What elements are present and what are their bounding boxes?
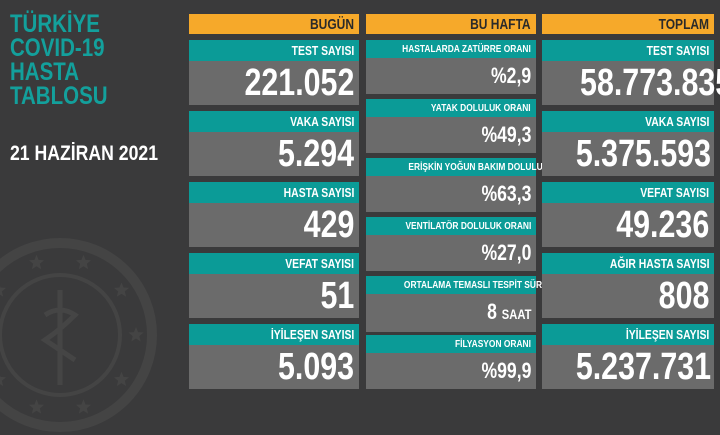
stat-card: YATAK DOLULUK ORANI %49,3	[366, 99, 536, 153]
stat-label: AĞIR HASTA SAYISI	[542, 253, 714, 274]
today-column: BUGÜN TEST SAYISI 221.052 VAKA SAYISI 5.…	[189, 14, 359, 389]
stat-label: VAKA SAYISI	[189, 111, 359, 132]
total-column: TOPLAM TEST SAYISI 58.773.835 VAKA SAYIS…	[542, 14, 720, 389]
stat-label: İYİLEŞEN SAYISI	[542, 324, 714, 345]
title-line: TÜRKİYE	[10, 10, 100, 38]
stat-value: 5.237.731	[542, 345, 714, 389]
stat-number: 51	[320, 275, 354, 317]
stat-label: VEFAT SAYISI	[542, 182, 714, 203]
stat-number: 429	[303, 204, 354, 246]
stat-label: ERİŞKİN YOĞUN BAKIM DOLULUK ORANI	[366, 158, 578, 176]
stat-label: TEST SAYISI	[189, 40, 359, 61]
stat-value: 8 SAAT	[366, 294, 536, 332]
stat-value: 221.052	[189, 61, 359, 105]
stat-number: 5.294	[277, 133, 354, 175]
star-icon	[128, 327, 144, 342]
star-icon	[113, 282, 130, 297]
stat-number: 49.236	[616, 204, 709, 246]
stat-card: HASTALARDA ZATÜRRE ORANI %2,9	[366, 40, 536, 94]
stat-number: 8	[486, 299, 497, 324]
stat-number: %99,9	[481, 358, 531, 383]
stat-card: VAKA SAYISI 5.375.593	[542, 111, 714, 176]
stat-number: %27,0	[481, 240, 531, 265]
stat-card: ERİŞKİN YOĞUN BAKIM DOLULUK ORANI %63,3	[366, 158, 578, 212]
week-column: BU HAFTA HASTALARDA ZATÜRRE ORANI %2,9 Y…	[366, 14, 578, 389]
title-line: HASTA	[10, 58, 80, 86]
stat-label: HASTA SAYISI	[189, 182, 359, 203]
stat-label: ORTALAMA TEMASLI TESPİT SÜRESİ	[366, 276, 556, 294]
stat-label: HASTALARDA ZATÜRRE ORANI	[366, 40, 536, 58]
stat-card: İYİLEŞEN SAYISI 5.093	[189, 324, 359, 389]
stat-number: 5.375.593	[575, 133, 712, 175]
stat-value: 5.294	[189, 132, 359, 176]
stat-value: %49,3	[366, 117, 536, 153]
stat-card: İYİLEŞEN SAYISI 5.237.731	[542, 324, 714, 389]
stat-value: 58.773.835	[542, 61, 720, 105]
stat-label: FİLYASYON ORANI	[366, 335, 536, 353]
stat-value: %2,9	[366, 58, 536, 94]
star-icon	[28, 254, 45, 270]
total-header: TOPLAM	[542, 14, 714, 34]
star-icon	[113, 371, 130, 387]
stat-label: YATAK DOLULUK ORANI	[366, 99, 536, 117]
stat-card: TEST SAYISI 221.052	[189, 40, 359, 105]
stat-value: 51	[189, 274, 359, 318]
stat-value: %63,3	[366, 176, 536, 212]
page-title: TÜRKİYE COVID-19 HASTA TABLOSU	[10, 10, 108, 110]
stat-label: VAKA SAYISI	[542, 111, 714, 132]
stat-number: 808	[658, 275, 709, 317]
stat-value: 5.093	[189, 345, 359, 389]
stat-unit: SAAT	[501, 306, 531, 322]
stat-number: 221.052	[244, 62, 354, 104]
title-line: COVID-19	[10, 34, 105, 62]
stat-label: TEST SAYISI	[542, 40, 714, 61]
stat-number: 5.237.731	[575, 346, 712, 388]
stat-card: TEST SAYISI 58.773.835	[542, 40, 720, 105]
stat-value: %99,9	[366, 353, 536, 389]
stat-card: HASTA SAYISI 429	[189, 182, 359, 247]
stat-card: VAKA SAYISI 5.294	[189, 111, 359, 176]
stat-number: %63,3	[481, 181, 531, 206]
stat-value: 5.375.593	[542, 132, 714, 176]
today-header: BUGÜN	[189, 14, 359, 34]
stat-label: VENTİLATÖR DOLULUK ORANI	[366, 217, 536, 235]
star-icon	[75, 254, 92, 270]
stat-number: %2,9	[490, 63, 531, 88]
week-header: BU HAFTA	[366, 14, 536, 34]
stat-value: %27,0	[366, 235, 536, 271]
stat-card: AĞIR HASTA SAYISI 808	[542, 253, 714, 318]
stat-card: VEFAT SAYISI 49.236	[542, 182, 714, 247]
stat-value: 808	[542, 274, 714, 318]
stat-value: 429	[189, 203, 359, 247]
stat-number: 5.093	[277, 346, 354, 388]
ministry-emblem-icon	[0, 238, 157, 432]
stat-card: FİLYASYON ORANI %99,9	[366, 335, 536, 389]
stat-number: 58.773.835	[580, 62, 720, 104]
report-date: 21 HAZİRAN 2021	[10, 142, 159, 165]
star-icon	[28, 399, 45, 414]
star-icon	[0, 286, 7, 297]
star-icon	[75, 399, 92, 414]
stat-card: VENTİLATÖR DOLULUK ORANI %27,0	[366, 217, 536, 271]
stat-card: ORTALAMA TEMASLI TESPİT SÜRESİ 8 SAAT	[366, 276, 556, 332]
stat-label: İYİLEŞEN SAYISI	[189, 324, 359, 345]
stat-number: %49,3	[481, 122, 531, 147]
stat-label: VEFAT SAYISI	[189, 253, 359, 274]
stat-card: VEFAT SAYISI 51	[189, 253, 359, 318]
star-icon	[0, 375, 7, 387]
title-line: TABLOSU	[10, 82, 108, 110]
stat-value: 49.236	[542, 203, 714, 247]
